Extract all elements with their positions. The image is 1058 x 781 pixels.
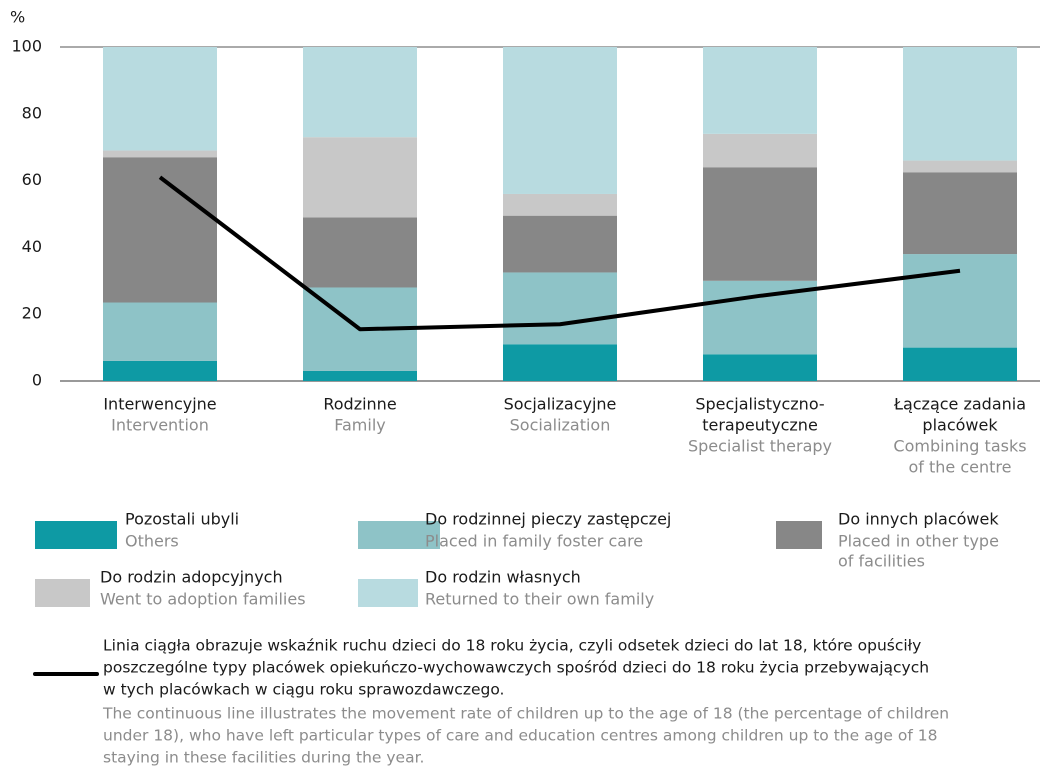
- bar-segment: [503, 344, 617, 381]
- bar-segment: [703, 47, 817, 134]
- line-series: [158, 175, 961, 332]
- bar-segment: [903, 172, 1017, 255]
- bar-segment: [103, 47, 217, 151]
- note-text-en: The continuous line illustrates the move…: [102, 705, 949, 723]
- note-text-en: staying in these facilities during the y…: [103, 749, 424, 767]
- bar-segment: [303, 137, 417, 218]
- x-tick-label: Interwencyjne: [103, 395, 216, 414]
- legend-label-en: Others: [125, 532, 179, 551]
- y-tick-label: 60: [22, 170, 42, 189]
- x-tick-label: Łączące zadania: [893, 395, 1026, 414]
- bar-segment: [903, 160, 1017, 173]
- legend-label: Do innych placówek: [838, 510, 999, 529]
- bar-segment: [503, 47, 617, 194]
- legend-label-en: Placed in family foster care: [425, 532, 643, 551]
- bar-segment: [303, 370, 417, 381]
- bar-segment: [703, 133, 817, 168]
- x-tick-label-en: of the centre: [909, 458, 1012, 477]
- x-tick-label-en: Socialization: [510, 416, 611, 435]
- x-tick-label-en: Intervention: [111, 416, 209, 435]
- x-tick-label: placówek: [922, 416, 998, 435]
- legend-swatch: [35, 579, 90, 607]
- legend-label-en: Went to adoption families: [100, 590, 306, 609]
- note-text-en: under 18), who have left particular type…: [103, 727, 937, 745]
- bar-segment: [503, 193, 617, 216]
- bar-segment: [503, 215, 617, 273]
- x-tick-label-en: Combining tasks: [893, 437, 1026, 456]
- legend-label-en: Placed in other type: [838, 532, 999, 551]
- legend-label: Do rodzin własnych: [425, 568, 581, 587]
- legend-label: Do rodzinnej pieczy zastępczej: [425, 510, 671, 529]
- legend-swatch: [358, 579, 418, 607]
- bar-segment: [103, 302, 217, 361]
- legend-label: Pozostali ubyli: [125, 510, 239, 529]
- bar-segment: [703, 167, 817, 281]
- bar-segment: [903, 347, 1017, 381]
- bar-segment: [503, 272, 617, 345]
- y-tick-label: 20: [22, 304, 42, 323]
- legend-swatch: [358, 521, 440, 549]
- y-tick-label: 80: [22, 103, 42, 122]
- bar-segment: [303, 47, 417, 138]
- bar-segment: [703, 354, 817, 381]
- x-tick-label-en: Family: [334, 416, 385, 435]
- bar-segment: [903, 47, 1017, 161]
- note-text: w tych placówkach w ciągu roku sprawozda…: [103, 681, 504, 699]
- legend-swatch: [776, 521, 822, 549]
- note-text: poszczególne typy placówek opiekuńczo-wy…: [103, 659, 929, 677]
- x-tick-label: Rodzinne: [323, 395, 396, 414]
- bar-segment: [303, 217, 417, 288]
- legend-label-en: of facilities: [838, 552, 925, 571]
- y-axis-label: %: [10, 8, 25, 27]
- y-tick-label: 100: [11, 37, 42, 56]
- y-tick-label: 40: [22, 237, 42, 256]
- x-tick-label-en: Specialist therapy: [688, 437, 832, 456]
- legend-swatch: [35, 521, 117, 549]
- x-tick-label: Specjalistyczno-: [695, 395, 824, 414]
- legend-label-en: Returned to their own family: [425, 590, 654, 609]
- legend-label: Do rodzin adopcyjnych: [100, 568, 283, 587]
- bar-segment: [103, 157, 217, 303]
- bar-segment: [103, 150, 217, 158]
- x-tick-label: terapeutyczne: [702, 416, 818, 435]
- bar-segment: [903, 254, 1017, 348]
- note-text: Linia ciągła obrazuje wskaźnik ruchu dzi…: [103, 637, 921, 655]
- y-tick-label: 0: [32, 371, 42, 390]
- x-tick-label: Socjalizacyjne: [504, 395, 617, 414]
- bar-segment: [103, 360, 217, 381]
